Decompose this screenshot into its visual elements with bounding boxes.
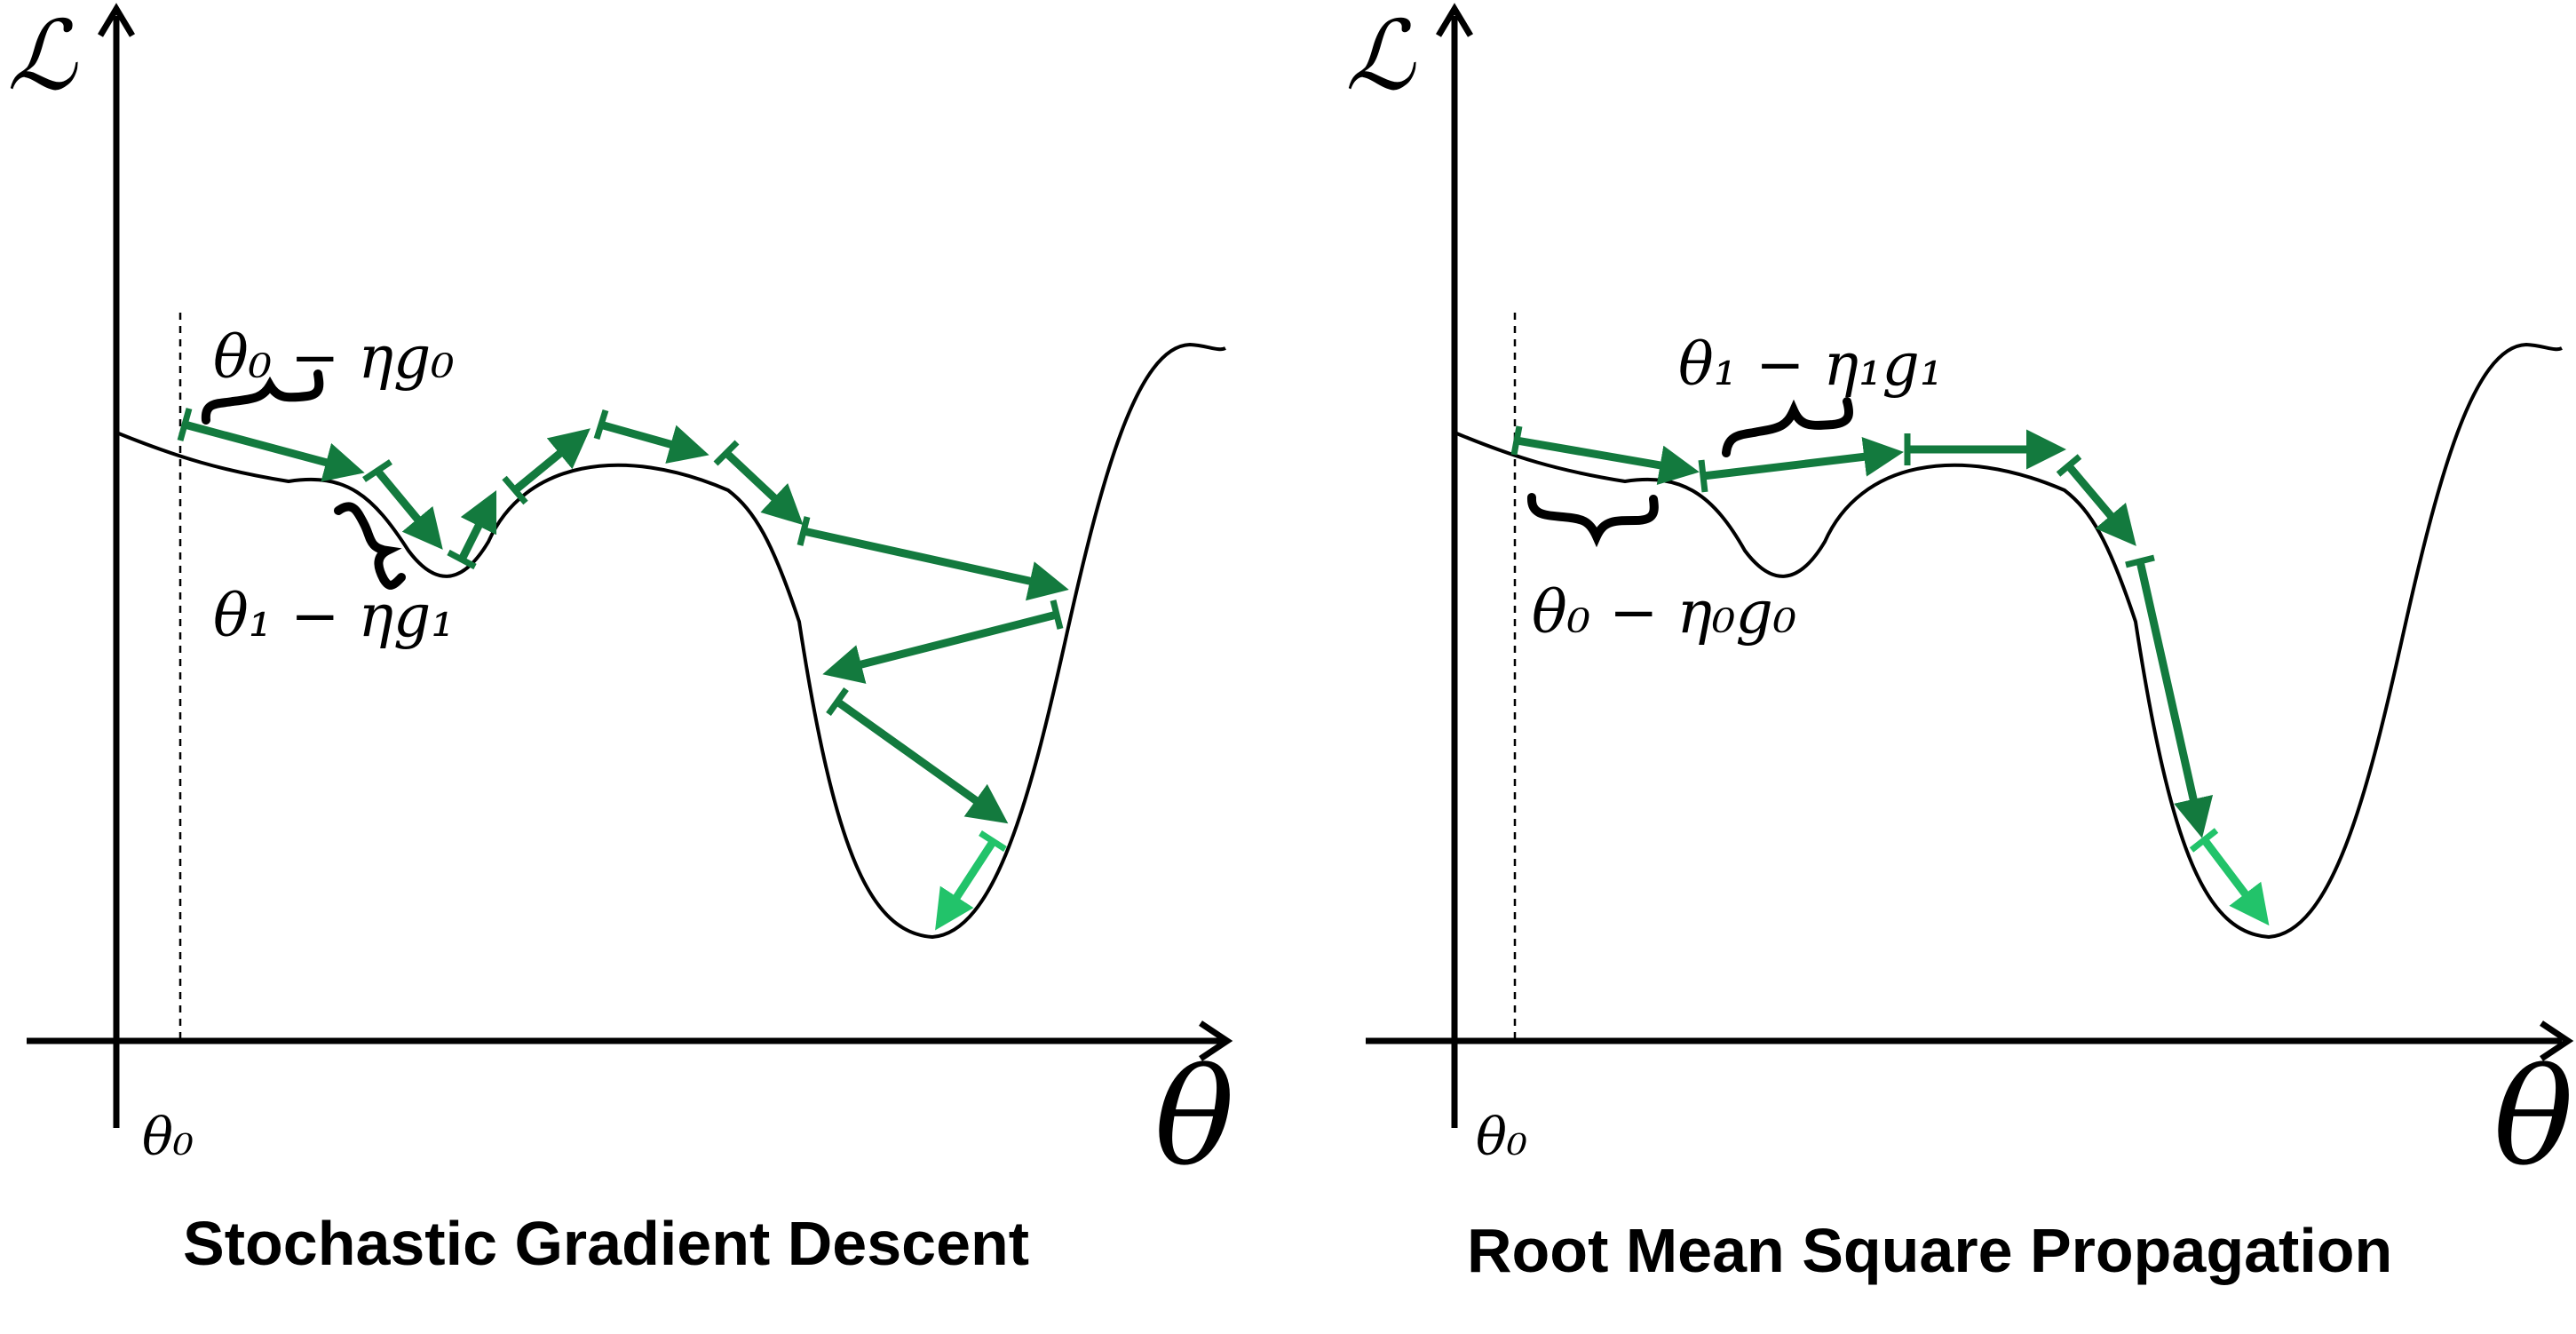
- right-second-step-brace: [1726, 401, 1849, 453]
- left-step-7: [804, 531, 1061, 588]
- right-theta0-label: θ₀: [1476, 1107, 1527, 1167]
- right-final-step-arrow: [2204, 839, 2264, 919]
- right-step-1: [1517, 441, 1692, 471]
- left-step-8-tick: [1053, 600, 1060, 629]
- left-second-step-brace: [338, 506, 401, 584]
- right-x-axis-label: θ: [2493, 1041, 2573, 1195]
- left-x-axis-label: θ: [1154, 1041, 1234, 1195]
- left-step-5: [600, 425, 701, 453]
- left-step-6: [726, 453, 797, 520]
- right-panel: ℒ θ θ₀ θ₁ − η₁g₁ θ₀ − η₀g₀ Root Mean Squ…: [1345, 1, 2573, 1285]
- right-first-step-brace: [1532, 497, 1654, 536]
- right-step-2-tick: [1701, 460, 1705, 492]
- left-step-8: [830, 615, 1057, 672]
- right-second-step-annotation: θ₁ − η₁g₁: [1678, 330, 1943, 399]
- left-step-1-tick: [180, 409, 189, 441]
- left-final-step-arrow: [939, 842, 993, 924]
- left-second-step-annotation: θ₁ − ηg₁: [213, 582, 455, 650]
- left-y-axis-label: ℒ: [7, 1, 78, 112]
- left-theta0-label: θ₀: [142, 1107, 194, 1167]
- right-step-1-tick: [1514, 426, 1519, 455]
- left-step-4: [515, 433, 584, 490]
- right-first-step-annotation: θ₀ − η₀g₀: [1532, 578, 1796, 647]
- right-panel-title: Root Mean Square Propagation: [1467, 1216, 2392, 1285]
- right-step-5-tick: [2126, 558, 2154, 565]
- left-panel: ℒ θ θ₀ θ₀ − ηg₀ θ₁ − ηg₁ Stochastic Grad…: [7, 1, 1234, 1278]
- right-final-step: [2192, 830, 2264, 919]
- right-y-axis-label: ℒ: [1345, 1, 1416, 112]
- left-step-5-tick: [597, 410, 606, 439]
- left-step-2: [377, 471, 438, 544]
- left-panel-title: Stochastic Gradient Descent: [183, 1209, 1029, 1278]
- left-first-step-annotation: θ₀ − ηg₀: [213, 323, 455, 392]
- left-step-9: [837, 702, 1002, 819]
- left-step-7-tick: [800, 517, 807, 545]
- left-step-3: [462, 497, 493, 560]
- right-step-2: [1703, 453, 1896, 476]
